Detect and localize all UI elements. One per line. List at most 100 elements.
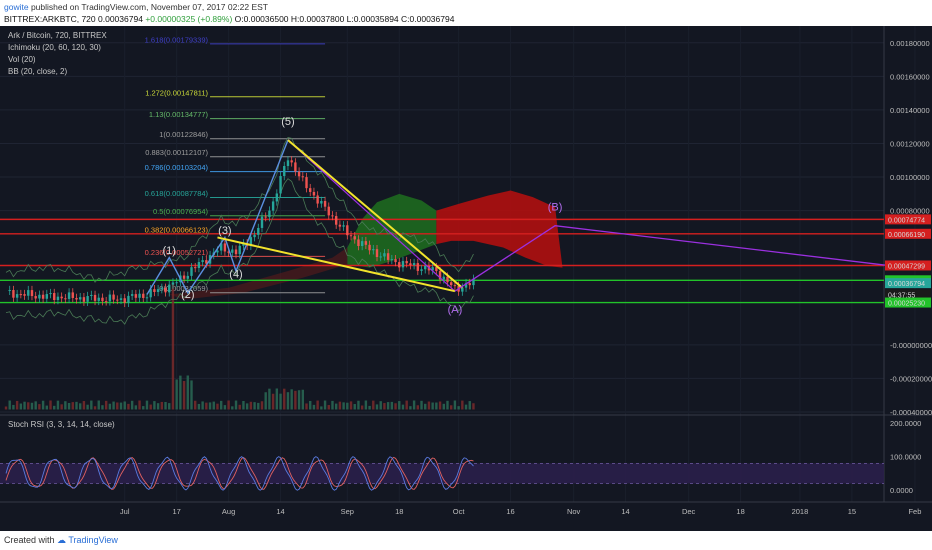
volume-bar-11 [45,405,49,410]
volume-bar-75 [283,388,286,410]
volume-bar-115 [431,402,434,410]
candle-body-13 [53,293,56,301]
candle-body-24 [93,294,97,301]
candle-body-40 [153,289,156,292]
fib-label-8: 0.382(0.00066123) [145,225,209,234]
candle-body-19 [75,297,78,300]
indicator-3[interactable]: BB (20, close, 2) [8,67,67,76]
volume-bar-57 [216,403,219,410]
candle-body-90 [338,224,342,227]
volume-bar-79 [297,390,301,410]
volume-bar-55 [208,402,212,410]
candle-body-21 [82,297,86,302]
time-tick-4: Sep [341,507,354,516]
volume-bar-70 [264,392,267,410]
volume-bar-14 [56,400,60,410]
volume-bar-71 [268,388,271,410]
volume-bars [4,283,475,410]
stoch-rsi-pane [0,456,884,491]
volume-bar-28 [108,403,112,410]
candle-body-61 [231,249,234,253]
footer-created: Created with [4,535,55,545]
candle-body-100 [375,249,379,257]
volume-bar-39 [149,404,152,410]
candle-body-108 [405,261,408,264]
candle-body-43 [164,287,167,293]
indicator-0[interactable]: Ark / Bitcoin, 720, BITTREX [8,31,107,40]
fib-label-6: 0.618(0.00087784) [145,189,209,198]
candle-body-4 [19,294,23,296]
candle-body-81 [305,177,308,189]
time-tick-14: Feb [908,507,921,516]
candle-body-119 [446,276,449,283]
candle-body-35 [134,294,138,298]
candle-body-75 [283,165,286,177]
time-tick-2: Aug [222,507,235,516]
volume-bar-60 [227,400,230,410]
bollinger-bands [5,136,474,325]
candle-body-112 [420,269,423,271]
price-label-0: 0.00074774 [888,217,925,224]
wave-label-6: (B) [548,202,563,214]
fib-label-2: 1.13(0.00134777) [149,110,209,119]
candle-body-37 [142,293,145,298]
volume-bar-77 [290,389,293,410]
candle-body-102 [383,253,386,257]
fib-label-5: 0.786(0.00103204) [145,163,209,172]
volume-bar-109 [409,406,412,410]
fib-label-4: 0.883(0.00112107) [145,148,208,157]
wave-label-4: (5) [281,116,294,128]
volume-bar-113 [424,403,427,410]
volume-bar-49 [186,375,189,410]
wave-label-3: (4) [229,269,242,281]
candle-body-123 [461,287,464,292]
candle-body-52 [197,262,201,269]
time-tick-9: 14 [621,507,629,516]
cloud-bearish [436,190,563,268]
candle-body-80 [301,176,304,178]
volume-bar-56 [212,401,215,410]
volume-bar-72 [271,393,275,410]
chart-canvas[interactable]: 1.618(0.00179339) 1.272(0.00147811) 1.13(0… [0,26,932,531]
candle-body-99 [372,249,375,251]
indicator-legend: Ark / Bitcoin, 720, BITTREX Ichimoku (20… [8,31,115,429]
author-link[interactable]: gowite [4,2,29,12]
stoch-d-line [5,456,474,490]
volume-bar-95 [357,400,360,410]
volume-bar-100 [375,404,379,410]
candle-body-66 [249,237,253,246]
candle-body-42 [160,287,164,290]
candle-body-68 [257,227,260,235]
candle-body-63 [238,245,241,255]
chart-background [0,26,932,531]
candle-body-41 [156,289,160,292]
horizontal-levels [0,218,884,304]
candle-body-62 [234,249,238,255]
candle-body-83 [312,191,316,196]
candle-body-84 [316,195,319,204]
volume-bar-45 [171,283,175,410]
footer-brand[interactable]: TradingView [68,535,118,545]
price-label-5: 04:37:55 [888,292,915,299]
price-label-bg-6 [885,297,931,308]
volume-bar-122 [457,406,460,410]
abc-a-line [287,139,456,292]
volume-bar-29 [112,401,115,410]
volume-bar-110 [412,400,416,410]
fibonacci-levels: 1.618(0.00179339) 1.272(0.00147811) 1.13(0… [145,35,326,294]
candle-body-110 [412,263,416,266]
stoch-rsi-label[interactable]: Stoch RSI (3, 3, 14, 14, close) [8,420,115,429]
price-tick-5: 0.00080000 [890,207,930,216]
time-tick-5: 18 [395,507,403,516]
indicator-2[interactable]: Vol (20) [8,55,36,64]
volume-bar-7 [30,402,34,410]
indicator-1[interactable]: Ichimoku (20, 60, 120, 30) [8,43,101,52]
volume-bar-102 [383,403,386,410]
volume-bar-17 [67,402,71,410]
volume-bar-51 [194,400,197,410]
price-tick-3: 0.00120000 [890,139,930,148]
volume-bar-16 [64,401,67,410]
volume-bar-99 [372,400,375,410]
volume-bar-8 [34,401,37,410]
candle-body-9 [38,294,41,299]
